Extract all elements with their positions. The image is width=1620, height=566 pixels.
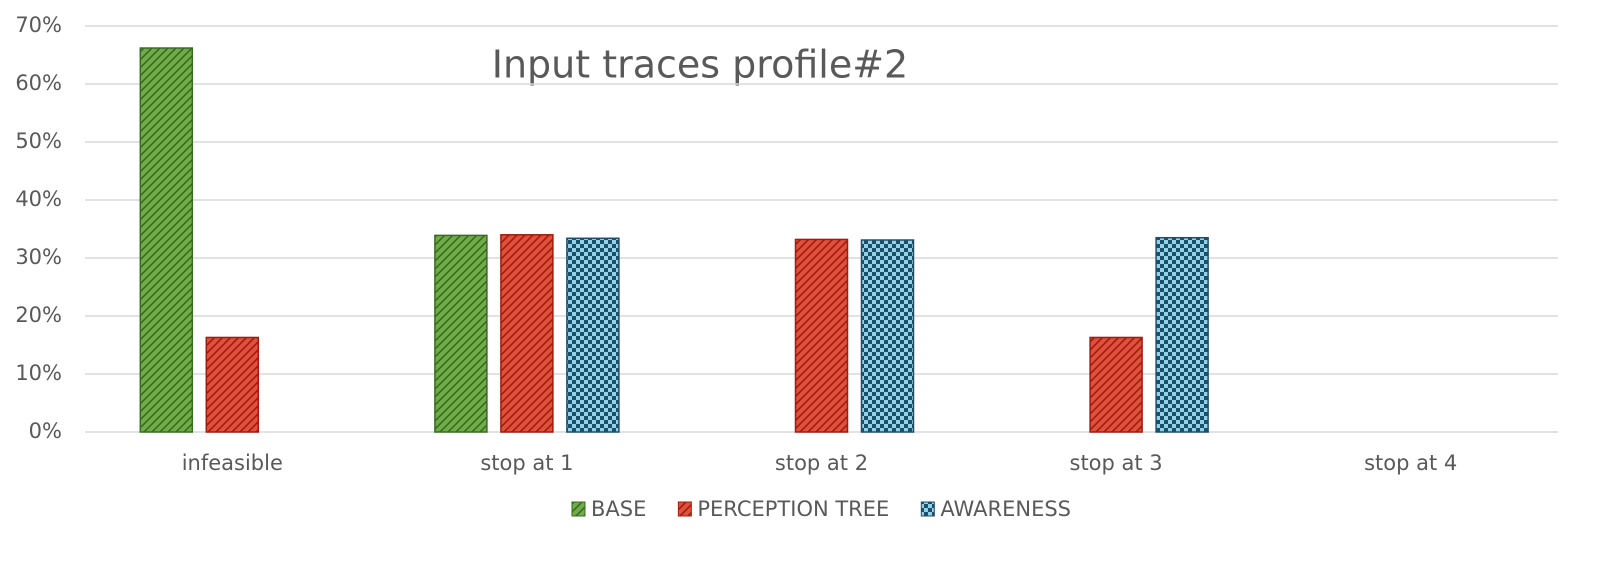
bar [1155,236,1209,433]
legend-swatch [920,501,935,517]
y-tick-label: 30% [15,245,62,269]
legend: BASE PERCEPTION TREE AWARENESS [571,497,1071,521]
y-tick-label: 70% [15,13,62,37]
legend-label: AWARENESS [940,497,1071,521]
y-tick-label: 50% [15,129,62,153]
legend-label: PERCEPTION TREE [697,497,889,521]
x-tick-label: infeasible [182,451,283,475]
bar [566,237,620,433]
x-tick-label: stop at 4 [1364,451,1457,475]
y-tick-label: 0% [29,419,62,443]
y-tick-label: 20% [15,303,62,327]
x-tick-label: stop at 3 [1070,451,1163,475]
bar [794,238,849,433]
bar [434,234,488,433]
legend-label: BASE [591,497,646,521]
y-tick-label: 10% [15,361,62,385]
bar [139,47,194,433]
x-tick-label: stop at 2 [775,451,868,475]
y-tick-label: 40% [15,187,62,211]
legend-swatch [571,501,586,517]
bar [205,336,260,433]
x-tick-label: stop at 1 [480,451,573,475]
legend-swatch [677,501,692,517]
bar [500,234,554,433]
y-tick-label: 60% [15,71,62,95]
chart-title: Input traces profile#2 [492,43,908,87]
bar [860,239,915,433]
bar [1089,336,1143,433]
